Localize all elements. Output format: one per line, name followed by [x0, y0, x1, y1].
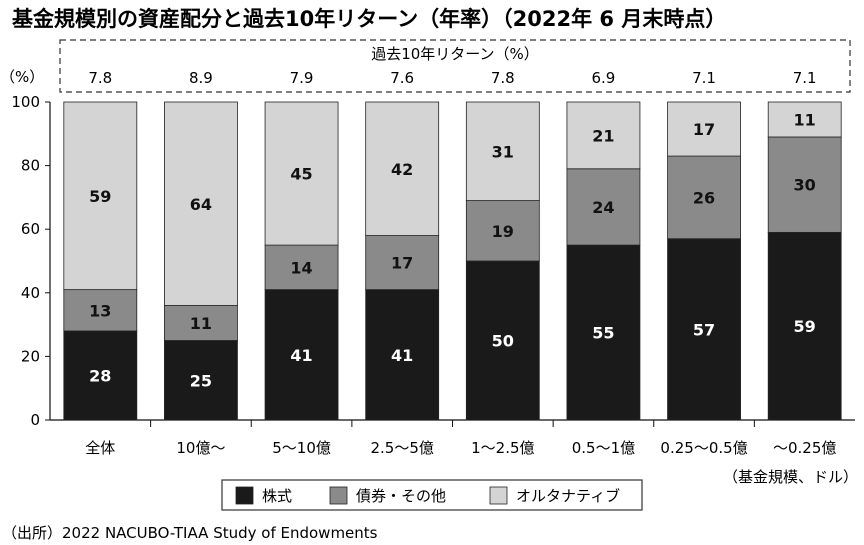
- return-value: 7.9: [290, 69, 314, 87]
- legend-swatch: [489, 486, 508, 505]
- legend-label: 株式: [262, 487, 292, 505]
- y-tick-label: 80: [21, 157, 40, 175]
- return-header: 過去10年リターン（%）: [371, 45, 539, 63]
- bar-segment: [63, 330, 138, 421]
- data-label: 55: [592, 324, 614, 343]
- bar-segment: [767, 231, 842, 421]
- bar-segment: [164, 340, 238, 421]
- return-value: 6.9: [592, 69, 616, 87]
- data-label: 28: [89, 366, 111, 385]
- data-label: 59: [794, 317, 816, 336]
- x-tick-label: ～0.25億: [773, 439, 836, 457]
- x-tick-label: 1～2.5億: [471, 439, 534, 457]
- data-label: 30: [794, 176, 816, 195]
- legend-label: オルタナティブ: [516, 487, 620, 505]
- y-tick-label: 0: [30, 411, 40, 429]
- bar-segment: [566, 244, 641, 421]
- data-label: 26: [693, 188, 715, 207]
- bar-segment: [465, 260, 540, 421]
- data-label: 41: [290, 346, 312, 365]
- bar-segment: [667, 101, 741, 157]
- x-tick-label: 全体: [85, 439, 115, 457]
- chart-title: 基金規模別の資産配分と過去10年リターン（年率）（2022年 6 月末時点）: [12, 7, 726, 31]
- data-label: 50: [492, 332, 514, 351]
- data-label: 17: [693, 120, 715, 139]
- bar-segment: [667, 155, 741, 240]
- return-value: 8.9: [189, 69, 213, 87]
- return-value: 7.8: [88, 69, 112, 87]
- legend-label: 債券・その他: [356, 487, 446, 505]
- bar-segment: [365, 235, 440, 291]
- bar-segment: [767, 101, 842, 138]
- x-axis-label: （基金規模、ドル）: [723, 468, 858, 486]
- y-tick-label: 40: [21, 284, 40, 302]
- data-label: 42: [391, 160, 413, 179]
- legend-swatch: [235, 486, 254, 505]
- x-tick-label: 0.5～1億: [572, 439, 635, 457]
- data-label: 31: [492, 142, 514, 161]
- bar-segment: [264, 244, 339, 291]
- bar-segment: [164, 101, 238, 306]
- legend-box: [221, 479, 643, 511]
- y-tick-label: 60: [21, 220, 40, 238]
- data-label: 25: [190, 371, 212, 390]
- bar-segment: [63, 289, 138, 332]
- data-label: 11: [190, 314, 212, 333]
- return-header-box: [59, 39, 851, 93]
- bar-segment: [566, 168, 641, 246]
- data-label: 17: [391, 254, 413, 273]
- return-value: 7.8: [491, 69, 515, 87]
- bar-segment: [264, 101, 339, 246]
- data-label: 41: [391, 346, 413, 365]
- y-axis-label: （%）: [0, 68, 44, 86]
- data-label: 14: [290, 258, 312, 277]
- data-label: 24: [592, 198, 614, 217]
- bar-segment: [566, 101, 641, 170]
- legend: 株式 債券・その他 オルタナティブ: [221, 479, 643, 511]
- bar-segment: [164, 305, 238, 341]
- data-label: 57: [693, 320, 715, 339]
- bar-segment: [767, 136, 842, 233]
- bar-segment: [667, 238, 741, 421]
- bar-segment: [264, 289, 339, 421]
- bar-segment: [465, 101, 540, 201]
- x-tick-label: 2.5～5億: [370, 439, 433, 457]
- source-note: （出所）2022 NACUBO-TIAA Study of Endowments: [2, 524, 378, 542]
- data-label: 19: [492, 222, 514, 241]
- data-label: 45: [290, 165, 312, 184]
- bar-segment: [365, 289, 440, 421]
- bar-segment: [365, 101, 440, 236]
- bar-segment: [63, 101, 138, 291]
- bar-segment: [465, 200, 540, 262]
- return-value: 7.6: [390, 69, 414, 87]
- x-tick-label: 10億～: [176, 439, 225, 457]
- data-label: 64: [190, 195, 212, 214]
- data-label: 21: [592, 126, 614, 145]
- return-value: 7.1: [793, 69, 817, 87]
- x-tick-label: 0.25～0.5億: [660, 439, 747, 457]
- y-tick-label: 20: [21, 347, 40, 365]
- data-label: 59: [89, 187, 111, 206]
- y-tick-label: 100: [11, 93, 40, 111]
- return-value: 7.1: [692, 69, 716, 87]
- data-label: 13: [89, 301, 111, 320]
- plot-area: 0 20 40 60 80 100 28 13 59 全体 7.8 25 11 64 10億～ 8.9 41 14…: [11, 69, 855, 457]
- data-label: 11: [794, 110, 816, 129]
- legend-swatch: [329, 486, 348, 505]
- x-tick-label: 5～10億: [272, 439, 331, 457]
